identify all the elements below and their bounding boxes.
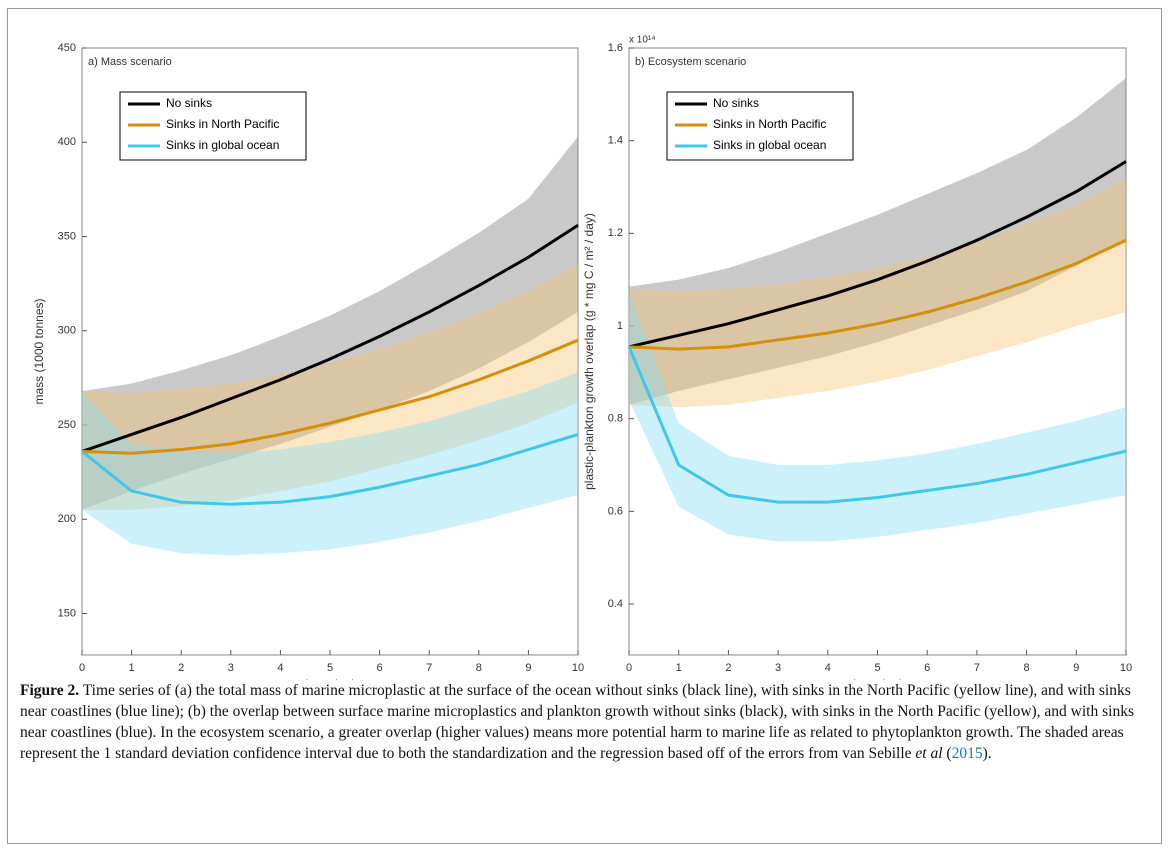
legend: No sinks Sinks in North Pacific Sinks in g…	[119, 91, 307, 161]
x-axis-label: years since deployment	[267, 677, 394, 680]
x-tick-label: 10	[1120, 662, 1132, 674]
caption-label: Figure 2.	[20, 682, 80, 699]
caption-cite-close: ).	[982, 745, 992, 762]
y-tick-label: 350	[58, 230, 76, 242]
legend-label: Sinks in North Pacific	[713, 117, 826, 131]
panel-label: a) Mass scenario	[88, 56, 172, 68]
series-line	[628, 160, 1127, 349]
x-tick-label: 10	[572, 662, 584, 674]
caption-cite: 2015	[951, 745, 983, 762]
x-tick-label: 1	[676, 662, 682, 674]
y-tick-label: 200	[58, 513, 76, 525]
y-tick-label: 1	[617, 320, 623, 332]
legend-label: Sinks in North Pacific	[166, 117, 279, 131]
series-line	[81, 338, 579, 455]
y-tick-label: 300	[58, 325, 76, 337]
x-tick-label: 1	[129, 662, 135, 674]
y-tick-label: 1.6	[608, 42, 623, 54]
caption-text: Time series of (a) the total mass of mar…	[20, 682, 1134, 762]
caption-cite-open: (	[942, 745, 952, 762]
x-tick-label: 2	[725, 662, 731, 674]
y-tick-label: 150	[58, 607, 76, 619]
y-tick-label: 1.4	[608, 135, 623, 147]
x-tick-label: 0	[79, 662, 85, 674]
series-line	[81, 223, 579, 453]
x-tick-label: 5	[874, 662, 880, 674]
legend-label: Sinks in global ocean	[166, 138, 279, 152]
x-tick-label: 7	[974, 662, 980, 674]
x-tick-label: 2	[178, 662, 184, 674]
caption: Figure 2. Time series of (a) the total m…	[20, 680, 1155, 764]
x-tick-label: 6	[377, 662, 383, 674]
series-line	[81, 433, 579, 506]
series-line	[628, 238, 1127, 351]
panel-label: b) Ecosystem scenario	[635, 56, 746, 68]
confidence-band	[629, 177, 1126, 408]
y-tick-label: 250	[58, 419, 76, 431]
confidence-band	[629, 78, 1126, 405]
x-tick-label: 8	[1024, 662, 1030, 674]
y-axis-label: mass (1000 tonnes)	[32, 298, 46, 404]
legend: No sinks Sinks in North Pacific Sinks in g…	[666, 91, 854, 161]
axis-multiplier: x 10¹⁴	[629, 35, 656, 46]
figure-frame	[7, 8, 1162, 844]
x-tick-label: 9	[525, 662, 531, 674]
charts: 150200250300350400450012345678910years s…	[32, 35, 1132, 680]
series-line	[627, 346, 1127, 504]
x-tick-label: 7	[426, 662, 432, 674]
confidence-band	[82, 264, 578, 510]
x-tick-label: 8	[476, 662, 482, 674]
y-tick-label: 0.4	[608, 598, 623, 610]
x-tick-label: 3	[228, 662, 234, 674]
y-tick-label: 400	[58, 136, 76, 148]
legend-label: No sinks	[713, 96, 759, 110]
confidence-band	[82, 136, 578, 510]
legend-label: No sinks	[166, 96, 212, 110]
x-tick-label: 4	[277, 662, 283, 674]
x-tick-label: 4	[825, 662, 831, 674]
y-tick-label: 1.2	[608, 227, 623, 239]
x-tick-label: 0	[626, 662, 632, 674]
x-tick-label: 5	[327, 662, 333, 674]
x-axis-label: years since deployment	[814, 677, 941, 680]
y-axis-label: plastic-plankton growth overlap (g * mg …	[582, 213, 596, 490]
legend-label: Sinks in global ocean	[713, 138, 826, 152]
x-tick-label: 9	[1073, 662, 1079, 674]
caption-emph: et al	[915, 745, 943, 762]
confidence-band	[82, 372, 578, 556]
x-tick-label: 6	[924, 662, 930, 674]
y-tick-label: 0.8	[608, 413, 623, 425]
y-tick-label: 0.6	[608, 505, 623, 517]
y-tick-label: 450	[58, 42, 76, 54]
x-tick-label: 3	[775, 662, 781, 674]
